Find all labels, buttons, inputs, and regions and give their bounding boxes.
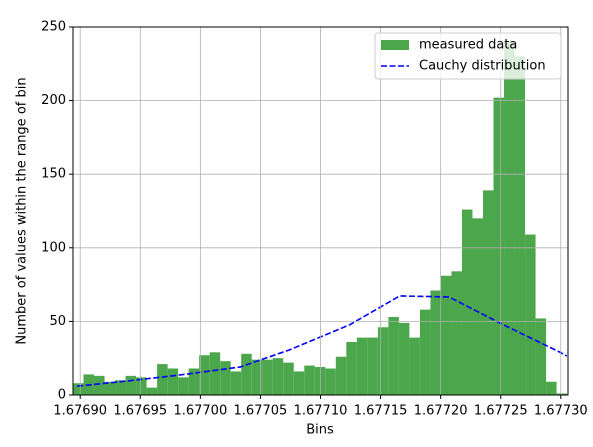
legend-label: measured data	[419, 38, 517, 53]
x-axis-label: Bins	[306, 423, 334, 438]
bar	[220, 361, 231, 395]
bar	[293, 371, 305, 395]
y-tick-label: 150	[41, 167, 66, 182]
bar	[125, 375, 137, 395]
bar	[461, 209, 473, 395]
bar	[546, 381, 557, 395]
bar	[73, 383, 84, 395]
bar	[304, 365, 315, 395]
bar	[377, 327, 389, 395]
y-tick-label: 100	[41, 240, 66, 255]
bar	[325, 368, 336, 395]
bar	[188, 368, 200, 395]
bar	[283, 362, 294, 395]
bar	[493, 97, 505, 395]
bar	[104, 381, 116, 395]
bar	[398, 322, 410, 395]
x-tick-label: 1.67720	[414, 404, 468, 419]
bar	[178, 377, 189, 395]
x-tick-label: 1.67725	[474, 404, 528, 419]
bar	[346, 342, 357, 395]
bar	[535, 318, 547, 395]
bar	[94, 375, 105, 395]
bar	[556, 393, 568, 395]
plot-area	[73, 41, 568, 395]
bar	[262, 359, 273, 395]
bar	[419, 309, 431, 395]
bar	[482, 190, 494, 395]
bar	[146, 387, 158, 395]
bar	[314, 367, 326, 395]
bar	[115, 380, 126, 395]
bar	[440, 275, 452, 395]
bar	[167, 368, 179, 395]
bar	[241, 353, 252, 395]
y-tick-label: 0	[58, 388, 66, 403]
x-tick-label: 1.67700	[173, 404, 227, 419]
bar	[209, 352, 221, 395]
bar	[472, 218, 483, 395]
bar	[157, 364, 168, 395]
bar	[367, 337, 378, 395]
x-tick-label: 1.67695	[113, 404, 167, 419]
y-tick-label: 50	[49, 314, 66, 329]
legend-swatch	[381, 40, 409, 50]
bar	[504, 41, 515, 395]
bar	[514, 56, 526, 395]
bar	[430, 290, 441, 395]
legend-box	[374, 32, 562, 80]
bar	[356, 337, 368, 395]
x-tick-label: 1.67730	[534, 404, 588, 419]
bar	[388, 316, 399, 395]
legend-label: Cauchy distribution	[419, 59, 546, 74]
y-tick-label: 200	[41, 93, 66, 108]
y-axis-label: Number of values within the range of bin	[15, 77, 30, 344]
bar	[451, 271, 462, 395]
bar	[525, 234, 536, 395]
x-tick-label: 1.67705	[234, 404, 288, 419]
bar	[272, 358, 284, 395]
x-tick-label: 1.67715	[354, 404, 408, 419]
x-tick-label: 1.67710	[294, 404, 348, 419]
y-tick-label: 250	[41, 20, 66, 35]
x-tick-label: 1.67690	[53, 404, 107, 419]
bar	[230, 371, 242, 395]
bar	[335, 356, 347, 395]
bar	[199, 355, 210, 395]
bar	[409, 337, 420, 395]
bar	[251, 359, 263, 395]
bar	[136, 377, 147, 395]
line	[77, 295, 568, 387]
